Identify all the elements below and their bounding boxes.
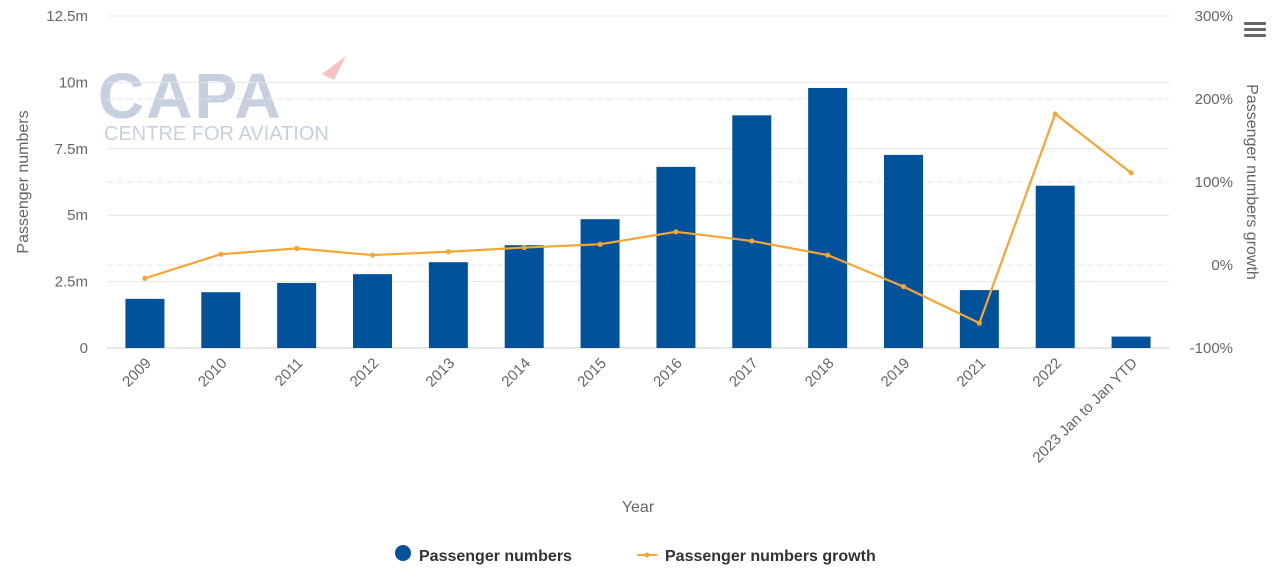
y-axis-title: Passenger numbers bbox=[15, 110, 32, 253]
watermark-logo-text: CAPA bbox=[98, 60, 283, 132]
line-point[interactable] bbox=[369, 252, 376, 258]
x-tick-label: 2017 bbox=[726, 355, 762, 391]
legend-item-bar[interactable]: Passenger numbers bbox=[395, 545, 572, 565]
line-series bbox=[142, 111, 1134, 326]
line-point[interactable] bbox=[218, 251, 224, 257]
y2-tick-label: 100% bbox=[1195, 174, 1233, 191]
x-tick-label: 2021 bbox=[954, 355, 990, 391]
bar[interactable] bbox=[656, 166, 696, 348]
y-tick-label: 5m bbox=[67, 207, 88, 224]
line-point[interactable] bbox=[1052, 111, 1058, 117]
line-point[interactable] bbox=[142, 275, 148, 281]
capa-watermark: CAPA CENTRE FOR AVIATION bbox=[98, 56, 346, 145]
y-axis-ticks: 0 2.5m 5m 7.5m 10m 12.5m bbox=[46, 8, 88, 357]
x-tick-label: 2009 bbox=[119, 355, 155, 391]
bar[interactable] bbox=[353, 274, 392, 348]
line-point[interactable] bbox=[597, 241, 603, 247]
y2-tick-label: 0% bbox=[1211, 257, 1233, 274]
bar[interactable] bbox=[277, 282, 317, 348]
line-point[interactable] bbox=[749, 238, 755, 244]
bar[interactable] bbox=[428, 262, 468, 348]
y2-tick-label: 200% bbox=[1195, 91, 1233, 108]
x-tick-label: 2011 bbox=[272, 355, 307, 390]
bar[interactable] bbox=[808, 87, 848, 348]
y2-tick-label: 300% bbox=[1195, 8, 1233, 25]
legend-bar-marker bbox=[395, 545, 411, 561]
y2-axis-ticks: -100% 0% 100% 200% 300% bbox=[1190, 8, 1233, 357]
legend: Passenger numbers Passenger numbers grow… bbox=[395, 545, 876, 565]
x-tick-label: 2012 bbox=[347, 355, 383, 391]
line-point[interactable] bbox=[521, 244, 527, 251]
x-tick-label: 2015 bbox=[574, 355, 610, 391]
y-tick-label: 7.5m bbox=[55, 141, 88, 158]
y2-axis-title: Passenger numbers growth bbox=[1243, 84, 1260, 280]
bar[interactable] bbox=[504, 245, 544, 348]
x-tick-label: 2014 bbox=[498, 355, 534, 391]
bar[interactable] bbox=[732, 115, 772, 348]
x-tick-label: 2019 bbox=[878, 355, 914, 391]
line-point[interactable] bbox=[673, 229, 679, 235]
line-point[interactable] bbox=[900, 283, 907, 290]
legend-bar-label: Passenger numbers bbox=[419, 548, 572, 565]
bar-series bbox=[125, 87, 1151, 348]
x-axis-title: Year bbox=[622, 499, 655, 516]
growth-line bbox=[144, 112, 1132, 325]
legend-line-dot bbox=[644, 552, 650, 558]
x-tick-label: 2018 bbox=[802, 355, 838, 391]
bar[interactable] bbox=[1111, 336, 1151, 348]
line-point[interactable] bbox=[294, 245, 300, 251]
legend-item-line[interactable]: Passenger numbers growth bbox=[637, 548, 876, 565]
watermark-plane-icon bbox=[322, 56, 346, 80]
line-point[interactable] bbox=[1128, 170, 1134, 176]
x-axis-ticks: 2009 2010 2011 2012 2013 2014 2015 2016 2017 2018… bbox=[119, 355, 1141, 467]
bar[interactable] bbox=[884, 154, 923, 348]
legend-line-label: Passenger numbers growth bbox=[665, 548, 876, 565]
x-tick-label: 2022 bbox=[1029, 355, 1065, 391]
watermark-subtitle: CENTRE FOR AVIATION bbox=[104, 123, 329, 145]
hamburger-menu-icon[interactable] bbox=[1244, 22, 1266, 40]
bar[interactable] bbox=[125, 298, 165, 348]
bar[interactable] bbox=[1035, 185, 1075, 348]
line-point[interactable] bbox=[976, 320, 982, 326]
y-tick-label: 12.5m bbox=[46, 8, 88, 25]
x-tick-label: 2016 bbox=[650, 355, 686, 391]
bar[interactable] bbox=[959, 290, 999, 348]
line-point[interactable] bbox=[825, 252, 831, 258]
bar[interactable] bbox=[201, 292, 241, 348]
line-point[interactable] bbox=[445, 249, 451, 255]
y-tick-label: 10m bbox=[59, 74, 88, 91]
x-tick-label: 2013 bbox=[423, 355, 459, 391]
bar[interactable] bbox=[580, 219, 620, 348]
y2-tick-label: -100% bbox=[1190, 340, 1233, 357]
x-tick-label: 2010 bbox=[195, 355, 231, 391]
y-tick-label: 0 bbox=[80, 340, 88, 357]
y-tick-label: 2.5m bbox=[55, 274, 88, 291]
